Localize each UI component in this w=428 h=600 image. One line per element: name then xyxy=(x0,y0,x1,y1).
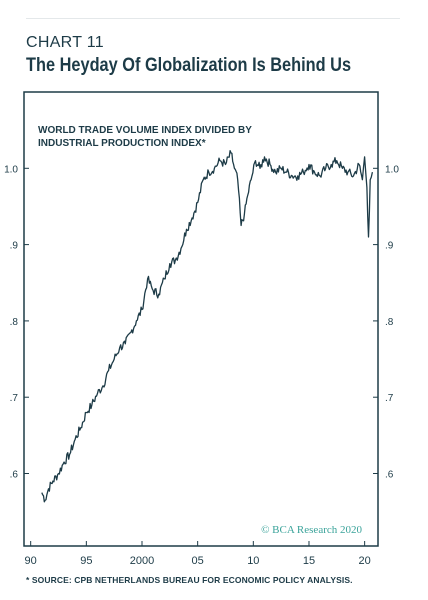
y-tick-label-left: .7 xyxy=(10,393,19,404)
x-tick-label: 10 xyxy=(247,555,259,567)
y-tick-label-right: .9 xyxy=(385,241,394,252)
chart-number: CHART 11 xyxy=(26,34,104,51)
y-tick-label-right: 1.0 xyxy=(385,164,399,175)
y-tick-label-left: 1.0 xyxy=(4,164,18,175)
chart-title: The Heyday Of Globalization Is Behind Us xyxy=(26,55,352,76)
x-tick-label: 05 xyxy=(192,555,204,567)
top-rule xyxy=(26,18,400,19)
y-tick-label-right: .6 xyxy=(385,470,394,481)
y-axis-right: .6 .7 .8 .9 1.0 xyxy=(373,164,399,481)
y-tick-label-left: .8 xyxy=(10,317,19,328)
x-tick-label: 90 xyxy=(25,555,37,567)
inner-label-line-1: WORLD TRADE VOLUME INDEX DIVIDED BY xyxy=(38,125,252,136)
x-tick-label: 15 xyxy=(303,555,315,567)
y-tick-label-left: .9 xyxy=(10,241,19,252)
x-tick-label: 20 xyxy=(359,555,371,567)
y-axis-left: .6 .7 .8 .9 1.0 xyxy=(4,164,29,481)
source-note: * SOURCE: CPB NETHERLANDS BUREAU FOR ECO… xyxy=(26,575,353,585)
y-tick-label-right: .7 xyxy=(385,393,394,404)
x-axis: 90 95 2000 05 10 15 20 xyxy=(25,541,371,567)
plot-frame xyxy=(23,91,379,547)
y-tick-label-right: .8 xyxy=(385,317,394,328)
x-tick-label: 2000 xyxy=(130,555,154,567)
inner-label-line-2: INDUSTRIAL PRODUCTION INDEX* xyxy=(38,138,206,149)
watermark: © BCA Research 2020 xyxy=(261,524,362,536)
y-tick-label-left: .6 xyxy=(10,470,19,481)
x-tick-label: 95 xyxy=(80,555,92,567)
series-line xyxy=(41,150,374,503)
